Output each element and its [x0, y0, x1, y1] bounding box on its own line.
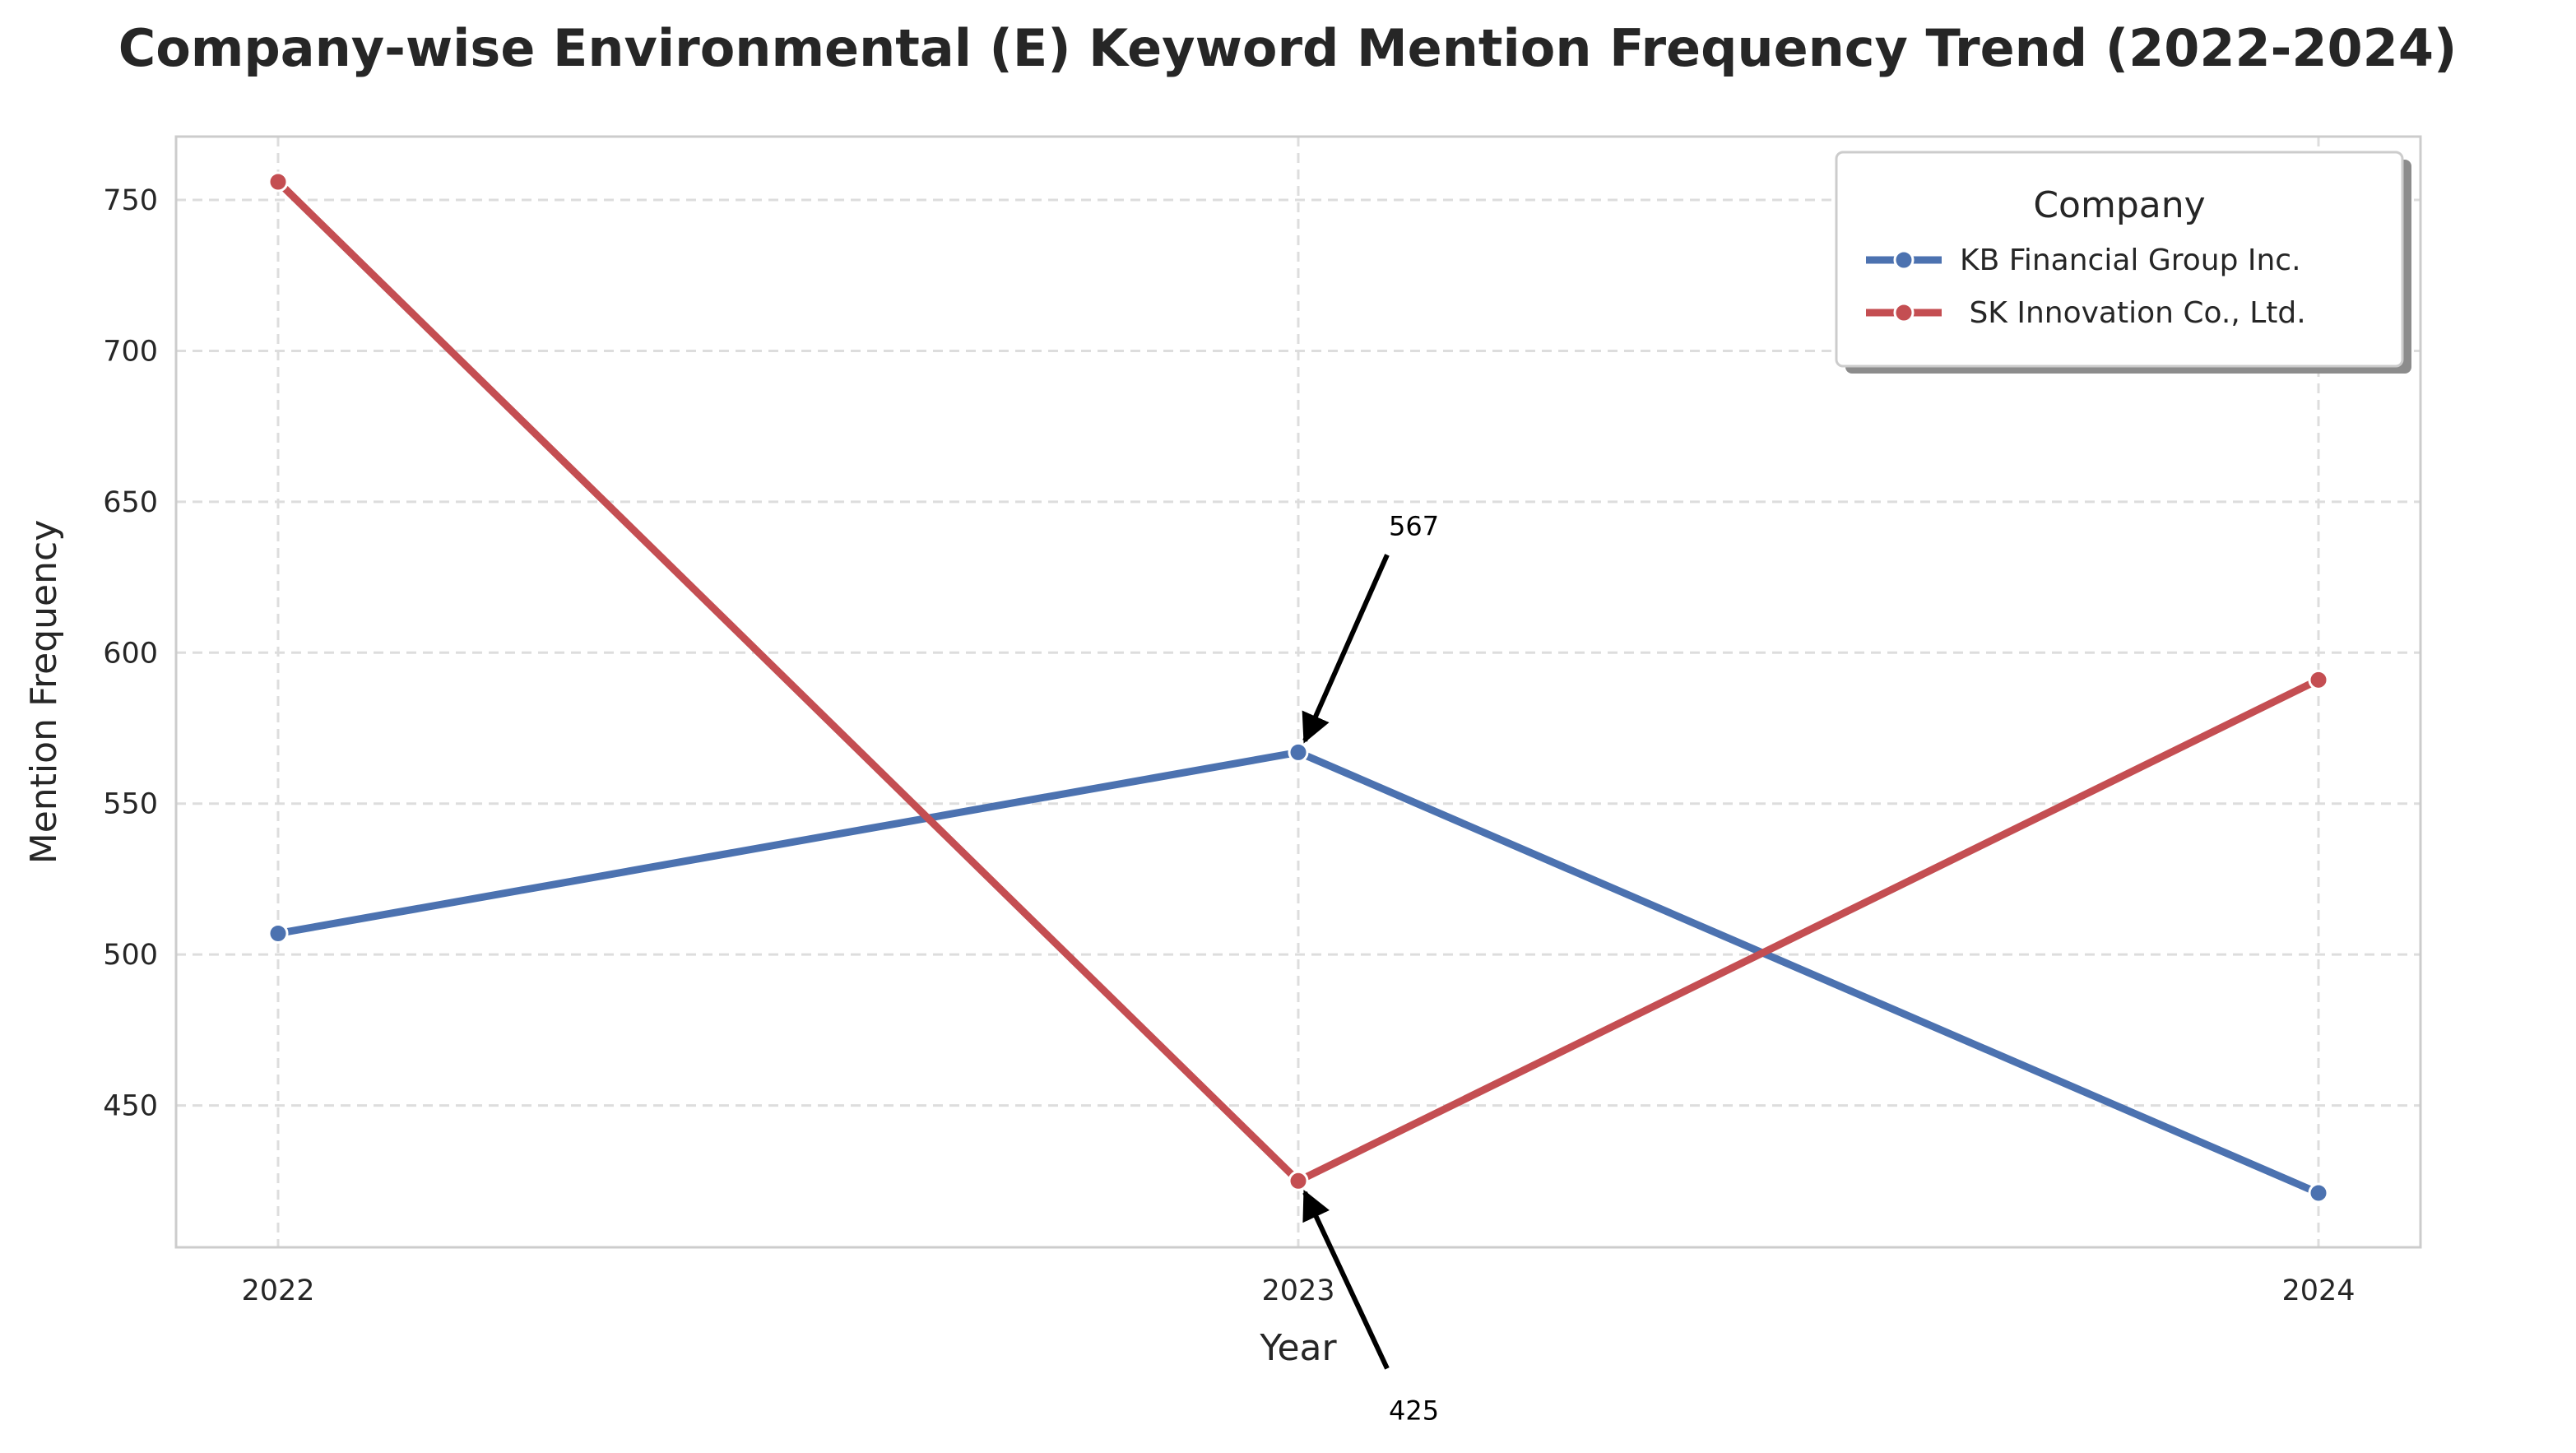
legend-label: KB Financial Group Inc. — [1960, 244, 2301, 277]
annotation-layer: 567 425 — [1302, 510, 1439, 1426]
x-tick-label: 2023 — [1261, 1274, 1334, 1307]
plot-area-frame — [174, 135, 2422, 1249]
legend-swatch-marker — [1893, 302, 1915, 323]
series-1 — [267, 741, 2329, 1204]
data-point — [2308, 1182, 2329, 1204]
legend-label: SK Innovation Co., Ltd. — [1960, 296, 2306, 330]
legend-swatch-marker — [1893, 249, 1915, 271]
y-tick-label: 450 — [103, 1090, 158, 1123]
annotation-label: 567 — [1389, 510, 1439, 541]
legend-items: KB Financial Group Inc. SK Innovation Co… — [1866, 244, 2306, 330]
annotation: 567 — [1302, 510, 1439, 744]
y-tick-label: 650 — [103, 486, 158, 519]
y-tick-label: 600 — [103, 637, 158, 670]
legend-title: Company — [2033, 184, 2205, 226]
y-tick-label: 750 — [103, 184, 158, 217]
y-axis-label: Mention Frequency — [23, 520, 65, 865]
data-point — [267, 922, 289, 944]
legend-box — [1835, 151, 2404, 368]
data-point — [2308, 669, 2329, 690]
data-point — [1288, 1170, 1309, 1191]
y-tick-label: 700 — [103, 335, 158, 368]
y-tick-label: 550 — [103, 788, 158, 821]
legend: Company KB Financial Group Inc. SK Innov… — [1835, 151, 2411, 374]
annotation-arrow — [1302, 1190, 1390, 1370]
x-axis-ticks: 2022 2023 2024 — [241, 1274, 2355, 1307]
data-point — [267, 171, 289, 193]
annotation-arrow — [1302, 554, 1390, 744]
y-axis-ticks: 450 500 550 600 650 700 750 — [103, 184, 158, 1123]
annotation-label: 425 — [1389, 1395, 1439, 1426]
series-layer — [267, 171, 2329, 1204]
annotation: 425 — [1302, 1190, 1439, 1426]
legend-item: KB Financial Group Inc. — [1866, 244, 2301, 277]
y-tick-label: 500 — [103, 939, 158, 972]
legend-item: SK Innovation Co., Ltd. — [1866, 296, 2306, 330]
x-tick-label: 2022 — [241, 1274, 314, 1307]
data-point — [1288, 741, 1309, 763]
grid-lines — [176, 137, 2421, 1247]
x-axis-label: Year — [1259, 1327, 1337, 1369]
series-2 — [267, 171, 2329, 1191]
chart-title: Company-wise Environmental (E) Keyword M… — [118, 18, 2458, 78]
x-tick-label: 2024 — [2281, 1274, 2355, 1307]
